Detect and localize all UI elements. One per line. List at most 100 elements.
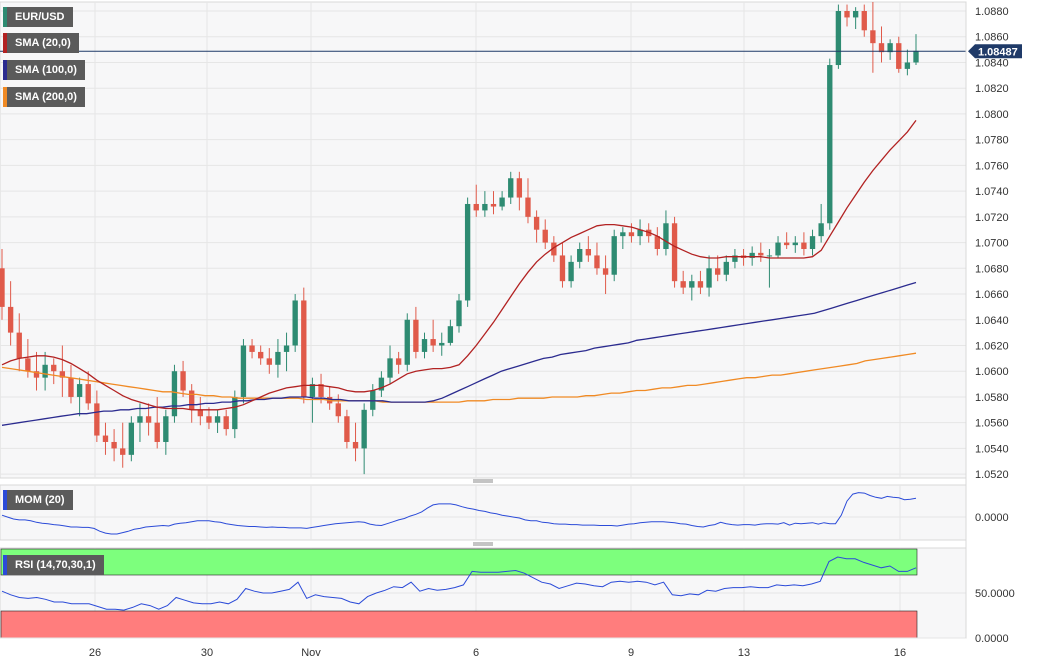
- candle-body[interactable]: [671, 223, 678, 282]
- candle-body[interactable]: [137, 416, 143, 423]
- legend-sma200[interactable]: SMA (200,0): [3, 87, 85, 107]
- candle-body[interactable]: [7, 306, 14, 333]
- candle-body[interactable]: [292, 300, 298, 346]
- candle-body[interactable]: [732, 255, 738, 262]
- legend-sma20[interactable]: SMA (20,0): [3, 33, 79, 53]
- candle-body[interactable]: [887, 43, 893, 53]
- legend-rsi[interactable]: RSI (14,70,30,1): [3, 555, 104, 575]
- candle-body[interactable]: [637, 229, 643, 237]
- candle-body[interactable]: [464, 203, 471, 301]
- candle-body[interactable]: [283, 345, 290, 352]
- candle-body[interactable]: [439, 342, 445, 346]
- candle-body[interactable]: [189, 390, 195, 410]
- candle-body[interactable]: [25, 358, 31, 372]
- candle-body[interactable]: [792, 242, 798, 246]
- candle-body[interactable]: [818, 223, 824, 237]
- candle-body[interactable]: [508, 178, 514, 198]
- candle-body[interactable]: [749, 252, 755, 259]
- candle-body[interactable]: [197, 409, 203, 417]
- candle-body[interactable]: [620, 232, 626, 237]
- candle-body[interactable]: [611, 236, 617, 275]
- candle-body[interactable]: [387, 358, 393, 378]
- candle-body[interactable]: [827, 65, 833, 224]
- candle-body[interactable]: [111, 441, 117, 449]
- candle-body[interactable]: [301, 300, 307, 397]
- candle-body[interactable]: [180, 371, 186, 391]
- candle-body[interactable]: [904, 62, 911, 69]
- candle-body[interactable]: [154, 422, 160, 442]
- mom-plot-area[interactable]: [0, 484, 967, 541]
- candle-body[interactable]: [447, 326, 454, 343]
- candle-body[interactable]: [577, 249, 583, 262]
- candle-body[interactable]: [913, 50, 919, 63]
- candle-body[interactable]: [516, 178, 523, 198]
- candle-body[interactable]: [85, 384, 91, 404]
- legend-mom[interactable]: MOM (20): [3, 490, 73, 510]
- candle-body[interactable]: [861, 11, 867, 31]
- candle-body[interactable]: [809, 236, 816, 250]
- legend-sma100[interactable]: SMA (100,0): [3, 60, 85, 80]
- candle-body[interactable]: [723, 261, 729, 275]
- sma200-line[interactable]: [1, 352, 917, 403]
- candle-body[interactable]: [430, 339, 436, 346]
- candle-body[interactable]: [533, 216, 540, 230]
- candle-body[interactable]: [594, 255, 600, 269]
- candle-body[interactable]: [801, 242, 807, 250]
- candle-body[interactable]: [318, 384, 324, 397]
- candle-body[interactable]: [654, 236, 660, 250]
- candle-body[interactable]: [249, 345, 255, 352]
- candle-body[interactable]: [395, 358, 402, 365]
- candle-body[interactable]: [499, 197, 505, 207]
- candle-body[interactable]: [706, 268, 712, 288]
- candle-body[interactable]: [223, 416, 229, 430]
- candle-body[interactable]: [559, 255, 566, 282]
- candle-body[interactable]: [335, 403, 341, 417]
- candle-body[interactable]: [214, 416, 221, 423]
- candle-body[interactable]: [68, 377, 74, 397]
- candle-body[interactable]: [689, 281, 695, 288]
- candle-body[interactable]: [568, 261, 574, 282]
- candle-body[interactable]: [171, 371, 178, 417]
- candle-body[interactable]: [870, 30, 876, 44]
- candle-body[interactable]: [309, 384, 316, 397]
- candle-body[interactable]: [775, 242, 781, 256]
- candle-body[interactable]: [413, 319, 419, 352]
- candle-body[interactable]: [378, 377, 385, 391]
- candle-body[interactable]: [680, 281, 686, 288]
- candle-body[interactable]: [163, 416, 169, 442]
- candle-body[interactable]: [128, 422, 135, 455]
- sma100-line[interactable]: [1, 281, 917, 426]
- candle-body[interactable]: [473, 203, 479, 211]
- sma20-line[interactable]: [1, 120, 917, 411]
- candle-body[interactable]: [844, 11, 850, 18]
- candle-body[interactable]: [602, 268, 609, 275]
- candle-body[interactable]: [33, 371, 40, 378]
- candle-body[interactable]: [0, 268, 5, 307]
- candle-body[interactable]: [766, 255, 773, 257]
- main-plot-area[interactable]: [0, 1, 967, 479]
- candle-body[interactable]: [525, 197, 531, 217]
- candle-body[interactable]: [783, 242, 790, 246]
- candle-body[interactable]: [551, 242, 557, 256]
- candle-body[interactable]: [275, 351, 281, 365]
- candle-body[interactable]: [663, 223, 669, 250]
- candle-body[interactable]: [835, 11, 842, 66]
- candle-body[interactable]: [240, 345, 247, 397]
- candle-body[interactable]: [404, 319, 410, 365]
- candle-body[interactable]: [715, 268, 721, 275]
- candle-body[interactable]: [59, 371, 66, 378]
- candle-body[interactable]: [206, 416, 212, 423]
- candle-body[interactable]: [456, 300, 462, 327]
- candle-body[interactable]: [120, 448, 126, 455]
- candle-body[interactable]: [16, 332, 22, 359]
- candle-body[interactable]: [758, 252, 764, 256]
- candle-body[interactable]: [102, 435, 109, 442]
- candle-body[interactable]: [628, 232, 635, 237]
- candle-body[interactable]: [852, 11, 859, 18]
- candle-body[interactable]: [344, 416, 350, 442]
- candle-body[interactable]: [352, 441, 359, 449]
- candle-body[interactable]: [266, 358, 272, 365]
- candle-body[interactable]: [896, 43, 902, 69]
- candle-body[interactable]: [542, 229, 548, 243]
